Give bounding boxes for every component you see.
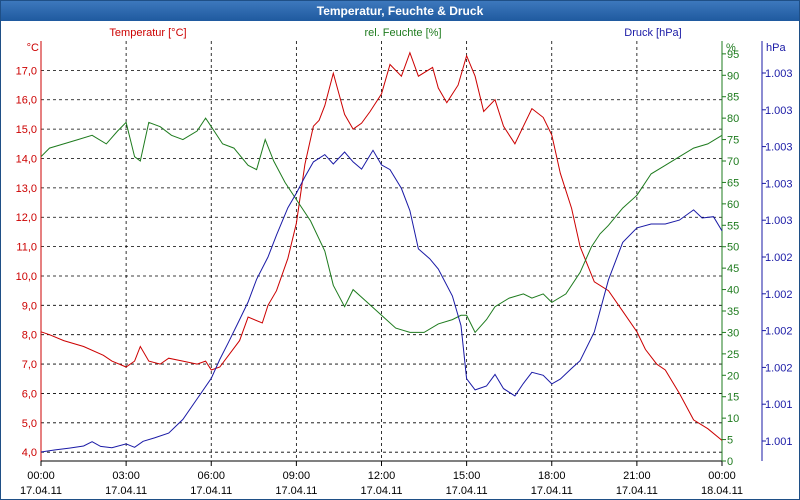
- humidity-tick-label: 85: [727, 92, 739, 104]
- humidity-unit: %: [726, 42, 736, 54]
- x-tick-time: 15:00: [453, 470, 481, 482]
- pressure-tick-label: 1.001: [765, 436, 793, 448]
- humidity-tick-label: 45: [727, 263, 739, 275]
- chart-canvas: 4,0 5,0 6,0 7,0 8,0 9,0 10,0 11,0 12,0 13,0 14,0 15…: [16, 27, 793, 497]
- humidity-tick-label: 80: [727, 113, 739, 125]
- humidity-tick-label: 35: [727, 306, 739, 318]
- x-tick-time: 21:00: [623, 470, 651, 482]
- humidity-series-line: [40, 117, 723, 334]
- temperature-tick-label: 12,0: [16, 212, 37, 224]
- humidity-tick-label: 75: [727, 135, 739, 147]
- temperature-series-line: [40, 51, 723, 441]
- pressure-axis-label: Druck [hPa]: [624, 27, 681, 39]
- humidity-tick-label: 30: [727, 327, 739, 339]
- temperature-tick-label: 16,0: [16, 95, 37, 107]
- x-tick-time: 18:00: [538, 470, 566, 482]
- x-tick-time: 12:00: [368, 470, 396, 482]
- pressure-tick-label: 1.003: [765, 215, 793, 227]
- pressure-tick-label: 1.003: [765, 178, 793, 190]
- pressure-tick-label: 1.002: [765, 289, 793, 301]
- x-tick-date: 18.04.11: [701, 485, 743, 497]
- humidity-tick-label: 50: [727, 242, 739, 254]
- humidity-tick-label: 25: [727, 349, 739, 361]
- x-tick-date: 17.04.11: [446, 485, 488, 497]
- series-lines: [40, 51, 723, 453]
- humidity-tick-label: 70: [727, 156, 739, 168]
- x-tick-date: 17.04.11: [20, 485, 62, 497]
- pressure-tick-label: 1.003: [765, 142, 793, 154]
- temperature-tick-label: 17,0: [16, 65, 37, 77]
- x-tick-time: 09:00: [283, 470, 311, 482]
- pressure-series-line: [40, 149, 723, 453]
- temperature-tick-label: 6,0: [22, 388, 37, 400]
- tick-labels: 4,0 5,0 6,0 7,0 8,0 9,0 10,0 11,0 12,0 13,0 14,0 15…: [16, 27, 793, 497]
- temperature-tick-label: 10,0: [16, 271, 37, 283]
- temperature-tick-label: 8,0: [22, 330, 37, 342]
- x-tick-time: 03:00: [112, 470, 140, 482]
- humidity-tick-label: 90: [727, 70, 739, 82]
- pressure-tick-label: 1.002: [765, 362, 793, 374]
- humidity-tick-label: 0: [727, 456, 733, 468]
- temperature-tick-label: 9,0: [22, 300, 37, 312]
- humidity-tick-label: 40: [727, 285, 739, 297]
- temperature-tick-label: 7,0: [22, 359, 37, 371]
- temperature-axis-label: Temperatur [°C]: [109, 27, 186, 39]
- humidity-tick-label: 60: [727, 199, 739, 211]
- humidity-tick-label: 95: [727, 49, 739, 61]
- pressure-tick-label: 1.003: [765, 68, 793, 80]
- grid: [41, 41, 722, 461]
- temperature-unit: °C: [27, 42, 39, 54]
- axes: [40, 41, 766, 466]
- temperature-tick-label: 14,0: [16, 153, 37, 165]
- humidity-tick-label: 55: [727, 220, 739, 232]
- pressure-tick-label: 1.001: [765, 399, 793, 411]
- x-tick-date: 17.04.11: [105, 485, 147, 497]
- x-tick-date: 17.04.11: [275, 485, 317, 497]
- pressure-tick-label: 1.003: [765, 105, 793, 117]
- temperature-tick-label: 13,0: [16, 183, 37, 195]
- humidity-axis-label: rel. Feuchte [%]: [364, 27, 441, 39]
- x-tick-time: 06:00: [197, 470, 225, 482]
- temperature-tick-label: 5,0: [22, 418, 37, 430]
- humidity-tick-label: 65: [727, 177, 739, 189]
- humidity-tick-label: 15: [727, 392, 739, 404]
- temperature-tick-label: 11,0: [16, 242, 37, 254]
- x-tick-date: 17.04.11: [360, 485, 402, 497]
- humidity-tick-label: 10: [727, 413, 739, 425]
- x-tick-date: 17.04.11: [616, 485, 658, 497]
- x-tick-date: 17.04.11: [190, 485, 232, 497]
- chart-title: Temperatur, Feuchte & Druck: [1, 1, 799, 21]
- x-tick-time: 00:00: [708, 470, 736, 482]
- pressure-unit: hPa: [766, 42, 786, 54]
- x-tick-time: 00:00: [27, 470, 55, 482]
- temperature-tick-label: 4,0: [22, 447, 37, 459]
- humidity-tick-label: 20: [727, 370, 739, 382]
- x-tick-date: 17.04.11: [531, 485, 573, 497]
- humidity-tick-label: 5: [727, 435, 733, 447]
- temperature-tick-label: 15,0: [16, 124, 37, 136]
- pressure-tick-label: 1.002: [765, 326, 793, 338]
- pressure-tick-label: 1.002: [765, 252, 793, 264]
